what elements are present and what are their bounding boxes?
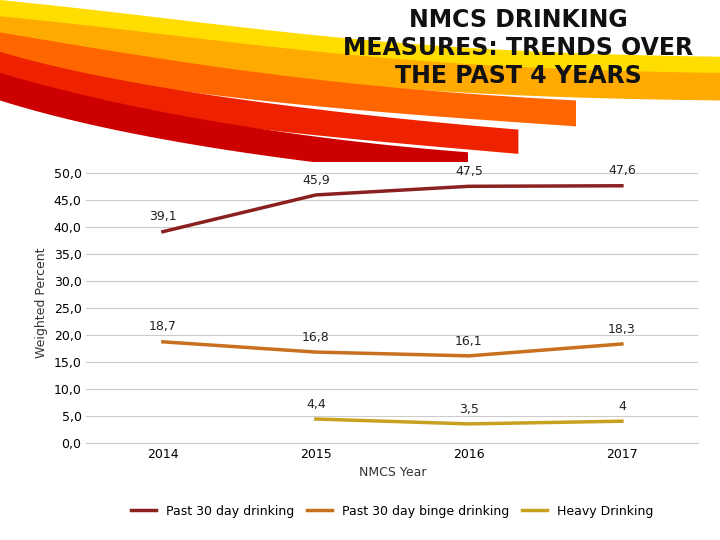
Text: 4,4: 4,4	[306, 397, 325, 411]
Past 30 day binge drinking	[312, 349, 320, 355]
Heavy Drinking	[464, 421, 473, 427]
Past 30 day drinking	[312, 192, 320, 198]
Heavy Drinking	[312, 416, 320, 422]
Past 30 day drinking	[464, 183, 473, 190]
Polygon shape	[0, 0, 720, 78]
Heavy Drinking	[618, 418, 626, 424]
X-axis label: NMCS Year: NMCS Year	[359, 466, 426, 479]
Line: Past 30 day binge drinking: Past 30 day binge drinking	[163, 342, 622, 356]
Text: 18,7: 18,7	[149, 320, 177, 334]
Text: 47,6: 47,6	[608, 164, 636, 178]
Text: 39,1: 39,1	[149, 210, 176, 224]
Polygon shape	[0, 16, 720, 100]
Past 30 day binge drinking	[618, 341, 626, 347]
Text: 16,8: 16,8	[302, 330, 330, 344]
Text: 3,5: 3,5	[459, 402, 479, 416]
Text: 18,3: 18,3	[608, 322, 636, 336]
Text: 4: 4	[618, 400, 626, 413]
Polygon shape	[0, 32, 576, 126]
Y-axis label: Weighted Percent: Weighted Percent	[35, 247, 48, 357]
Text: 16,1: 16,1	[455, 334, 482, 348]
Legend: Past 30 day drinking, Past 30 day binge drinking, Heavy Drinking: Past 30 day drinking, Past 30 day binge …	[127, 500, 658, 523]
Line: Past 30 day drinking: Past 30 day drinking	[163, 186, 622, 232]
Past 30 day binge drinking	[158, 339, 167, 345]
Line: Heavy Drinking: Heavy Drinking	[316, 419, 622, 424]
Polygon shape	[0, 52, 518, 154]
Text: 47,5: 47,5	[455, 165, 483, 178]
Past 30 day drinking	[618, 183, 626, 189]
Text: NMCS DRINKING
MEASURES: TRENDS OVER
THE PAST 4 YEARS: NMCS DRINKING MEASURES: TRENDS OVER THE …	[343, 8, 693, 87]
Past 30 day binge drinking	[464, 353, 473, 359]
Past 30 day drinking	[158, 228, 167, 235]
Text: 45,9: 45,9	[302, 173, 330, 187]
Polygon shape	[0, 73, 468, 178]
